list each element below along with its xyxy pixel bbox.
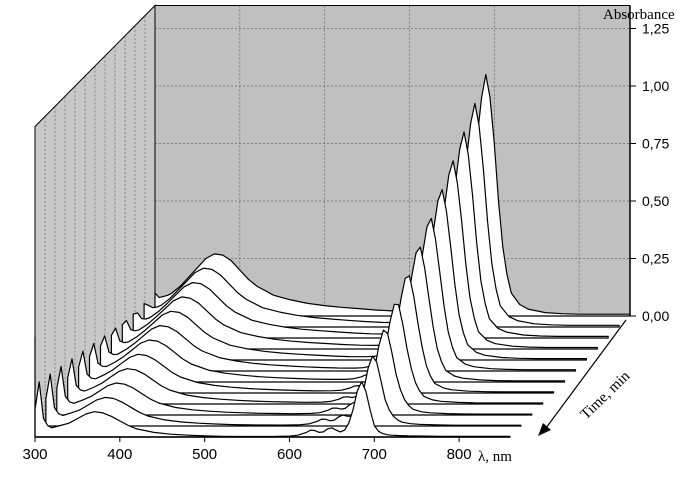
y-tick-label: 1,00 (642, 78, 669, 94)
x-axis-label: λ, nm (478, 449, 512, 465)
x-tick-label: 500 (192, 446, 217, 463)
y-axis-label: Absorbance (603, 7, 675, 23)
spectrum-series (34, 381, 511, 438)
axes-layer (34, 5, 631, 438)
y-tick-label: 1,25 (642, 21, 669, 37)
y-tick-label: 0,00 (642, 308, 669, 324)
x-tick-label: 700 (362, 446, 387, 463)
y-tick-label: 0,25 (642, 251, 669, 267)
x-tick-label: 300 (22, 446, 47, 463)
series-layer (34, 73, 631, 438)
x-tick-label: 800 (447, 446, 472, 463)
y-tick-label: 0,50 (642, 193, 669, 209)
x-tick-label: 600 (277, 446, 302, 463)
y-tick-label: 0,75 (642, 136, 669, 152)
z-axis-label: Time, min (578, 368, 634, 423)
tick-layer: 300 400 500 600 700 800 0,00 0,25 0,50 0,75 1,00 1,… (22, 21, 669, 464)
time-axis-arrow (538, 423, 551, 436)
x-tick-label: 400 (107, 446, 132, 463)
time-axis-line (545, 319, 627, 429)
